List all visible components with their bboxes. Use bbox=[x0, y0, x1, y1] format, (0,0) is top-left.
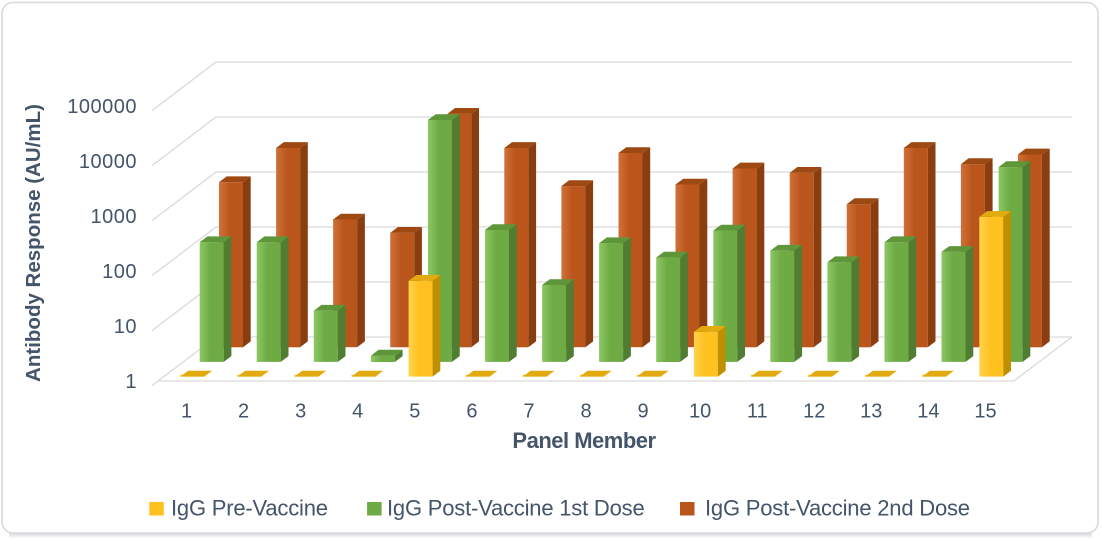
svg-text:4: 4 bbox=[352, 401, 363, 423]
svg-text:IgG Post-Vaccine 2nd Dose: IgG Post-Vaccine 2nd Dose bbox=[705, 496, 970, 521]
svg-text:10: 10 bbox=[689, 401, 711, 423]
svg-text:12: 12 bbox=[803, 401, 825, 423]
svg-text:10000: 10000 bbox=[79, 151, 137, 173]
svg-text:100000: 100000 bbox=[67, 96, 137, 118]
svg-text:3: 3 bbox=[295, 401, 306, 423]
svg-text:Panel Member: Panel Member bbox=[512, 428, 656, 453]
svg-text:7: 7 bbox=[523, 401, 534, 423]
svg-text:10: 10 bbox=[114, 316, 137, 338]
svg-text:IgG Post-Vaccine 1st Dose: IgG Post-Vaccine 1st Dose bbox=[387, 496, 645, 521]
svg-text:5: 5 bbox=[409, 401, 420, 423]
svg-text:1: 1 bbox=[181, 401, 192, 423]
svg-text:2: 2 bbox=[238, 401, 249, 423]
svg-text:14: 14 bbox=[917, 401, 939, 423]
svg-text:IgG Pre-Vaccine: IgG Pre-Vaccine bbox=[171, 496, 328, 521]
svg-text:13: 13 bbox=[860, 401, 882, 423]
svg-text:15: 15 bbox=[974, 401, 996, 423]
svg-text:1: 1 bbox=[125, 371, 137, 393]
svg-text:6: 6 bbox=[466, 401, 477, 423]
svg-text:8: 8 bbox=[580, 401, 591, 423]
svg-text:1000: 1000 bbox=[91, 206, 138, 228]
svg-text:100: 100 bbox=[102, 261, 137, 283]
svg-text:9: 9 bbox=[638, 401, 649, 423]
svg-text:11: 11 bbox=[747, 401, 768, 423]
svg-text:Antibody Response (AU/mL): Antibody Response (AU/mL) bbox=[22, 104, 45, 382]
